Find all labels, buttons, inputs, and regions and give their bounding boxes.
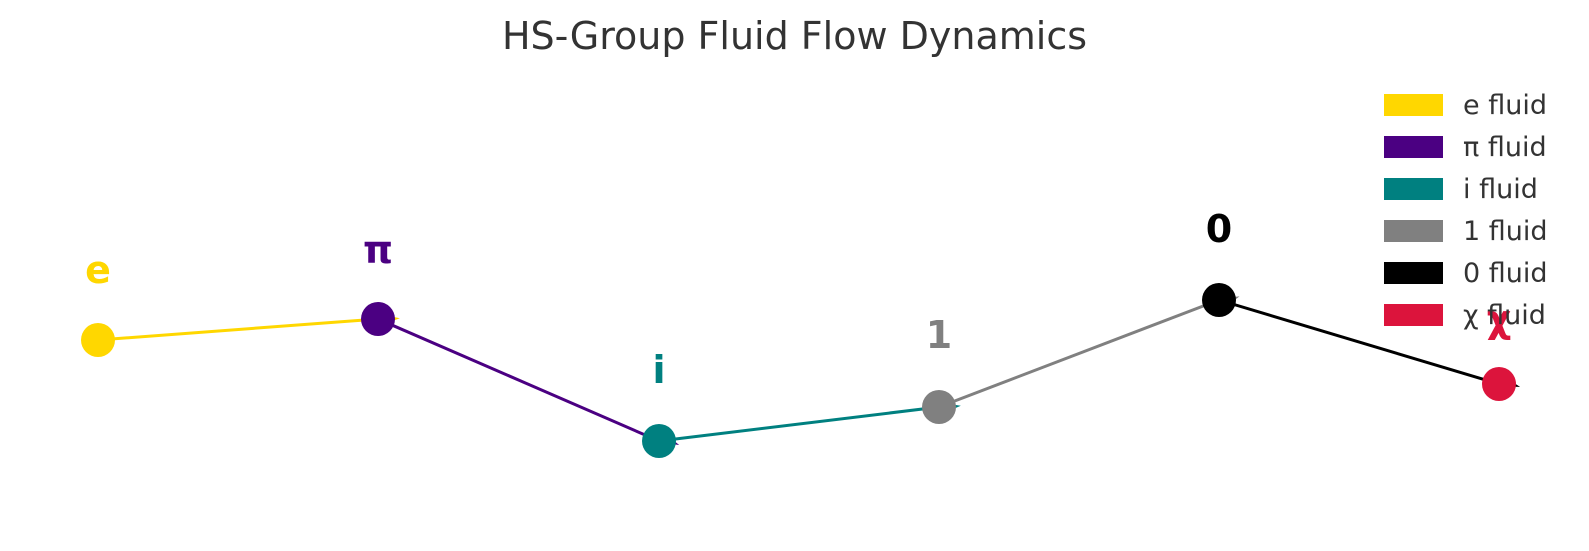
node-label: e <box>85 248 111 292</box>
node-label: π <box>363 228 393 272</box>
legend-swatch <box>1384 304 1443 326</box>
node-circle <box>1202 283 1236 317</box>
node-0: 0 <box>1202 207 1236 317</box>
legend-swatch <box>1384 220 1443 242</box>
diagram-title: HS-Group Fluid Flow Dynamics <box>501 14 1088 58</box>
legend-item: 0 fluid <box>1384 258 1548 289</box>
legend-swatch <box>1384 136 1443 158</box>
legend-swatch <box>1384 94 1443 116</box>
node-e: e <box>81 248 115 357</box>
node-circle <box>642 424 676 458</box>
legend-swatch <box>1384 262 1443 284</box>
legend-item: e fluid <box>1384 90 1547 121</box>
legend-item: i fluid <box>1384 174 1538 205</box>
node-label: i <box>652 348 665 392</box>
legend-label: 1 fluid <box>1463 216 1548 247</box>
edge-e-pi <box>97 315 400 342</box>
legend-item: χ fluid <box>1384 300 1546 331</box>
node-1: 1 <box>922 313 956 424</box>
node-label: χ <box>1487 297 1512 341</box>
edge-line <box>658 405 940 443</box>
node-i: i <box>642 348 676 458</box>
legend-item: π fluid <box>1384 132 1547 163</box>
node-circle <box>361 302 395 336</box>
node-chi: χ <box>1482 297 1516 401</box>
edge-line <box>938 298 1220 409</box>
node-circle <box>1482 367 1516 401</box>
edge-line <box>377 317 660 443</box>
nodes-layer: e π i 1 0 χ <box>81 207 1516 458</box>
node-circle <box>81 323 115 357</box>
legend-item: 1 fluid <box>1384 216 1548 247</box>
edge-line <box>1218 298 1500 386</box>
node-circle <box>922 390 956 424</box>
legend-label: 0 fluid <box>1463 258 1548 289</box>
legend-label: i fluid <box>1463 174 1538 205</box>
node-label: 0 <box>1206 207 1232 251</box>
legend-label: χ fluid <box>1463 300 1546 331</box>
legend-label: e fluid <box>1463 90 1547 121</box>
legend: e fluid π fluid i fluid 1 fluid 0 fluid χ flu… <box>1384 90 1548 331</box>
legend-swatch <box>1384 178 1443 200</box>
edge-line <box>97 317 379 342</box>
node-pi: π <box>361 228 395 336</box>
legend-label: π fluid <box>1463 132 1547 163</box>
edge-i-1 <box>658 403 961 443</box>
edge-1-0 <box>938 296 1240 409</box>
edges-layer <box>97 296 1521 445</box>
edge-pi-i <box>377 317 680 445</box>
node-label: 1 <box>926 313 952 357</box>
